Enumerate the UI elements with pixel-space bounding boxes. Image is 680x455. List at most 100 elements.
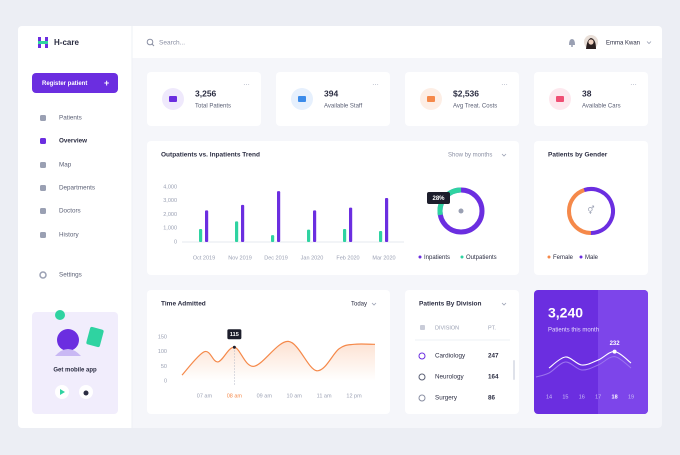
nav-item[interactable]: Map <box>59 162 72 169</box>
x-tick-label: Mar 2020 <box>372 255 395 261</box>
tooltip <box>227 329 242 340</box>
admitted-title: Time Admitted <box>161 301 206 308</box>
division-icon <box>418 352 426 360</box>
y-tick-label: 150 <box>158 334 167 340</box>
bar <box>241 204 245 242</box>
stat-label: Available Cars <box>582 104 621 110</box>
bar <box>313 210 317 242</box>
google-play-icon <box>60 389 65 395</box>
division-icon <box>418 373 426 381</box>
stat-label: Available Staff <box>324 104 362 110</box>
search-input[interactable]: Search... <box>159 40 185 47</box>
donut-icon <box>458 208 464 214</box>
nav-icon <box>40 115 46 121</box>
stat-card <box>276 72 390 126</box>
more-menu[interactable]: … <box>630 80 637 87</box>
column-header: PT. <box>488 325 496 331</box>
stat-icon <box>169 96 177 102</box>
more-menu[interactable]: … <box>243 80 250 87</box>
division-value: 247 <box>488 353 499 360</box>
chevron <box>371 302 377 306</box>
month-label: Patients this month <box>548 328 599 334</box>
avatar-face <box>588 39 594 45</box>
legend-label: Male <box>585 255 599 261</box>
legend-label: Inpatients <box>424 255 450 261</box>
x-tick-label: Dec 2019 <box>264 255 288 261</box>
gender-card <box>534 141 648 275</box>
promo-phone <box>86 326 104 348</box>
month-card-highlight <box>598 290 648 414</box>
division-name: Cardiology <box>435 353 466 360</box>
bar <box>199 228 203 242</box>
y-tick-label: 0 <box>174 239 177 245</box>
bar <box>235 221 239 242</box>
user-name[interactable]: Emma Kwan <box>606 41 640 47</box>
stat-value: 38 <box>582 88 592 98</box>
brand-name: H-care <box>54 38 79 47</box>
chevron <box>501 302 507 306</box>
bar <box>379 231 383 242</box>
nav-item[interactable]: Overview <box>59 138 87 145</box>
stat-icon <box>298 96 306 102</box>
x-tick-label: 16 <box>579 394 585 400</box>
promo-illustration <box>55 349 81 356</box>
search-icon <box>146 38 155 47</box>
x-tick-label: 09 am <box>257 393 273 399</box>
stat-value: $2,536 <box>453 88 479 98</box>
stat-card <box>534 72 648 126</box>
nav-item[interactable]: Doctors <box>59 208 81 215</box>
y-tick-label: 50 <box>161 364 167 370</box>
x-tick-label: Feb 2020 <box>336 255 359 261</box>
division-name: Surgery <box>435 395 458 402</box>
nav-item[interactable]: Patients <box>59 115 82 122</box>
top-bar <box>18 26 662 58</box>
x-tick-label: 14 <box>546 394 552 400</box>
more-menu[interactable]: … <box>372 80 379 87</box>
register-button[interactable] <box>32 73 118 93</box>
x-tick-label: Nov 2019 <box>228 255 252 261</box>
bell-icon[interactable] <box>569 39 575 45</box>
legend-label: Outpatients <box>466 255 497 261</box>
line <box>181 340 376 376</box>
nav-item[interactable]: History <box>59 232 79 239</box>
stat-value: 3,256 <box>195 88 217 98</box>
nav-item[interactable]: Settings <box>59 272 82 279</box>
y-tick-label: 2,000 <box>163 212 177 218</box>
division-card <box>405 290 519 414</box>
sparkline-point <box>612 349 617 354</box>
stat-label: Total Patients <box>195 104 231 110</box>
bell-clapper <box>571 45 573 47</box>
nav-icon <box>40 138 46 144</box>
division-title: Patients By Division <box>419 301 482 308</box>
more-menu[interactable]: … <box>501 80 508 87</box>
y-tick-label: 0 <box>164 378 167 384</box>
x-tick-label: Oct 2019 <box>193 255 215 261</box>
x-tick-label: 18 <box>612 394 618 400</box>
sparkline-shadow <box>535 356 632 378</box>
donut-tooltip <box>427 192 450 204</box>
division-icon <box>418 394 426 402</box>
nav-item[interactable]: Departments <box>59 185 95 192</box>
legend-dot <box>547 255 551 259</box>
register-label: Register patient <box>42 81 87 87</box>
table-header-icon <box>420 325 425 330</box>
sparkline-label: 232 <box>610 341 621 347</box>
nav-icon <box>40 208 46 214</box>
y-tick-label: 4,000 <box>163 184 177 190</box>
promo-illustration <box>57 329 79 351</box>
legend-dot <box>418 255 422 259</box>
nav-icon <box>40 162 46 168</box>
promo-illustration <box>55 310 65 320</box>
register-plus: + <box>104 78 109 88</box>
trend-filter[interactable]: Show by months <box>448 153 492 159</box>
user-menu-chevron[interactable] <box>646 41 652 45</box>
admitted-filter[interactable]: Today <box>351 302 367 308</box>
scrollbar[interactable] <box>513 360 515 380</box>
brand-logo <box>38 37 48 48</box>
division-value: 86 <box>488 395 496 402</box>
tooltip-label: 115 <box>230 332 239 338</box>
x-tick-label: 15 <box>562 394 568 400</box>
x-tick-label: 07 am <box>197 393 213 399</box>
donut-tooltip-label: 28% <box>432 196 445 202</box>
x-tick-label: 12 pm <box>346 393 362 399</box>
